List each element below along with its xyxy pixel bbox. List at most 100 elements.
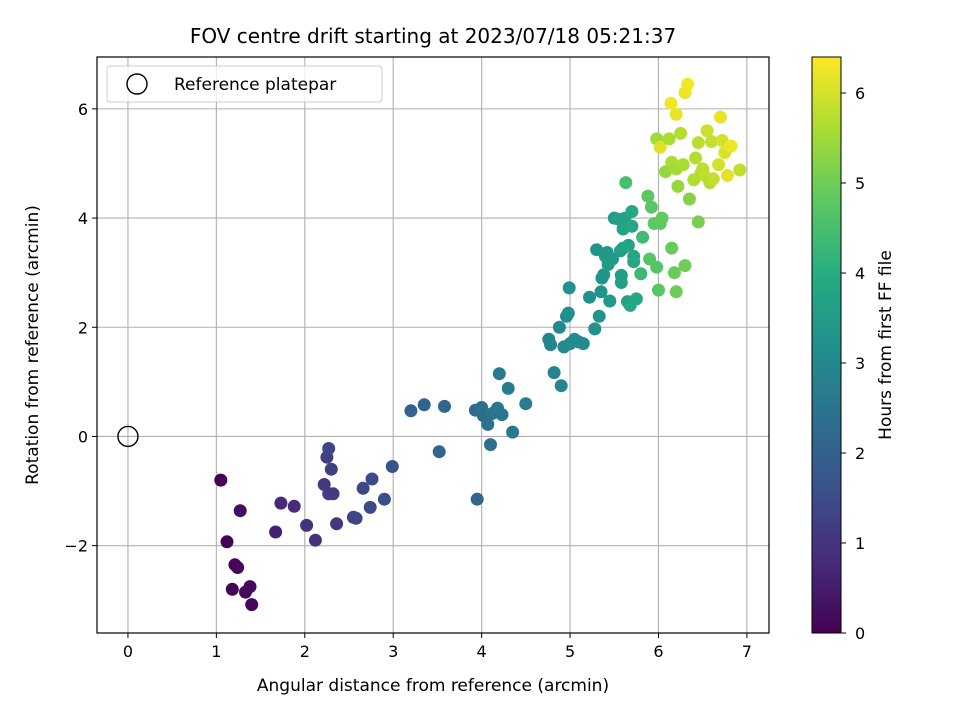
data-point — [300, 518, 314, 532]
data-point — [308, 533, 322, 547]
data-point — [653, 140, 667, 154]
legend: Reference platepar — [106, 65, 383, 103]
data-point — [356, 481, 370, 495]
data-point — [365, 472, 379, 486]
y-axis-ticks: −2 0 2 4 6 — [64, 100, 97, 556]
data-point — [225, 582, 239, 596]
x-tick-label: 5 — [565, 642, 575, 661]
data-point — [501, 381, 515, 395]
data-point — [562, 281, 576, 295]
colorbar-tick-label: 1 — [855, 534, 865, 553]
data-point — [547, 366, 561, 380]
data-point — [667, 266, 681, 280]
data-point — [214, 473, 228, 487]
colorbar-tick-label: 6 — [855, 84, 865, 103]
x-axis-ticks: 0 1 2 3 4 5 6 7 — [123, 633, 752, 661]
data-point — [492, 367, 506, 381]
plot-frame — [96, 56, 770, 634]
legend-marker-circle — [126, 73, 148, 95]
colorbar-gradient — [811, 56, 842, 634]
data-point — [233, 504, 247, 518]
data-point — [606, 252, 619, 266]
data-point — [644, 200, 658, 214]
data-point — [713, 110, 727, 124]
data-point — [669, 107, 683, 121]
data-point — [561, 306, 575, 320]
x-tick-label: 1 — [211, 642, 221, 661]
data-point — [662, 132, 676, 146]
y-tick-label: 6 — [78, 100, 88, 119]
x-tick-label: 4 — [477, 642, 487, 661]
data-point — [506, 425, 520, 439]
data-point — [594, 285, 608, 299]
x-tick-label: 0 — [123, 642, 133, 661]
data-point — [712, 158, 726, 172]
data-point — [676, 158, 690, 172]
y-tick-label: 0 — [78, 427, 88, 446]
data-point — [706, 172, 720, 186]
data-point — [678, 259, 692, 273]
colorbar-tick-label: 2 — [855, 444, 865, 463]
data-point — [417, 398, 431, 412]
x-tick-label: 7 — [742, 642, 752, 661]
data-point — [603, 294, 617, 308]
legend-entry-reference: Reference platepar — [174, 75, 336, 95]
data-point — [700, 124, 714, 138]
data-point — [664, 96, 678, 110]
data-point — [322, 442, 336, 455]
data-point — [621, 238, 635, 252]
data-point — [665, 241, 679, 255]
data-point — [652, 283, 665, 297]
data-point — [592, 309, 606, 323]
data-point — [614, 276, 628, 289]
data-point — [733, 163, 747, 177]
data-point — [674, 126, 688, 140]
colorbar-tick-label: 5 — [855, 174, 865, 193]
data-point — [269, 525, 283, 539]
colorbar-tick-label: 4 — [855, 264, 865, 283]
data-point — [625, 219, 639, 233]
data-point — [619, 176, 633, 190]
data-point — [629, 292, 643, 306]
data-point — [554, 379, 568, 393]
data-point — [330, 517, 344, 531]
y-tick-label: −2 — [64, 537, 88, 556]
x-tick-label: 3 — [388, 642, 398, 661]
reference-point — [117, 425, 139, 448]
data-point — [349, 511, 363, 525]
reference-marker — [117, 425, 139, 448]
colorbar: 0 1 2 3 4 5 6 Hours from first FF file — [811, 56, 896, 643]
data-point — [583, 290, 596, 304]
data-point — [691, 136, 705, 150]
colorbar-tick-label: 0 — [855, 624, 865, 643]
x-tick-label: 2 — [300, 642, 310, 661]
data-point — [231, 561, 245, 574]
data-point — [681, 77, 695, 91]
data-point — [671, 179, 685, 193]
data-point — [724, 139, 738, 153]
y-tick-label: 4 — [78, 209, 88, 228]
colorbar-ticks: 0 1 2 3 4 5 6 — [841, 84, 865, 643]
data-point — [220, 535, 234, 549]
data-point — [659, 165, 672, 179]
data-point — [641, 189, 655, 203]
data-point — [669, 285, 683, 299]
legend-box — [106, 65, 383, 103]
y-axis-label: Rotation from reference (arcmin) — [23, 205, 43, 485]
data-point — [691, 215, 705, 229]
data-points — [214, 77, 747, 612]
data-point — [552, 320, 566, 334]
chart-title: FOV centre drift starting at 2023/07/18 … — [190, 24, 676, 48]
data-point — [597, 268, 611, 282]
colorbar-label: Hours from first FF file — [876, 250, 896, 440]
data-point — [655, 211, 669, 225]
data-point — [484, 438, 497, 452]
data-point — [689, 151, 703, 165]
data-point — [470, 492, 484, 506]
data-point — [720, 169, 734, 182]
y-tick-label: 2 — [78, 318, 88, 337]
data-point — [650, 260, 664, 274]
data-point — [634, 267, 648, 281]
data-point — [438, 399, 451, 413]
